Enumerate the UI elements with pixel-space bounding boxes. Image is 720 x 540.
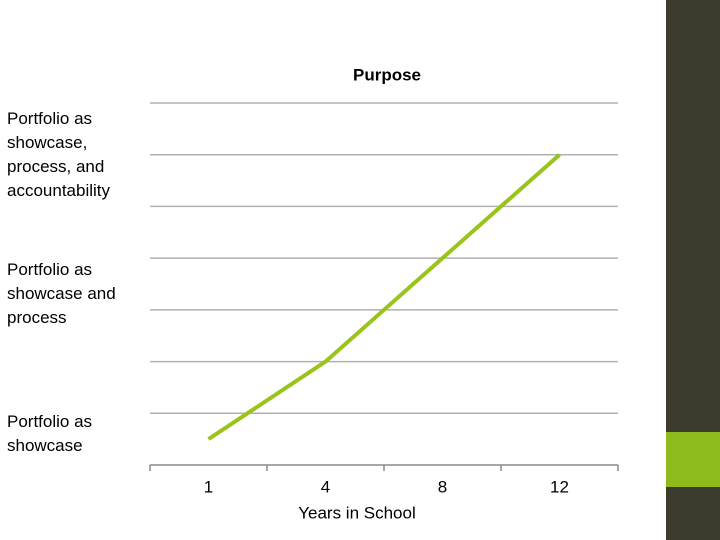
y-tick-label: Portfolio as showcase and process xyxy=(7,260,116,328)
x-tick-label: 8 xyxy=(438,477,447,496)
y-tick-label: Portfolio as showcase, process, and acco… xyxy=(7,108,111,200)
x-tick-label: 4 xyxy=(321,477,330,496)
side-accent xyxy=(666,432,720,487)
x-tick-label: 1 xyxy=(204,477,213,496)
y-tick-label: Portfolio as showcase xyxy=(7,411,93,455)
line-series xyxy=(207,153,561,441)
x-axis-label: Years in School xyxy=(298,503,416,522)
chart-title: Purpose xyxy=(353,65,421,84)
x-tick-label: 12 xyxy=(550,477,569,496)
